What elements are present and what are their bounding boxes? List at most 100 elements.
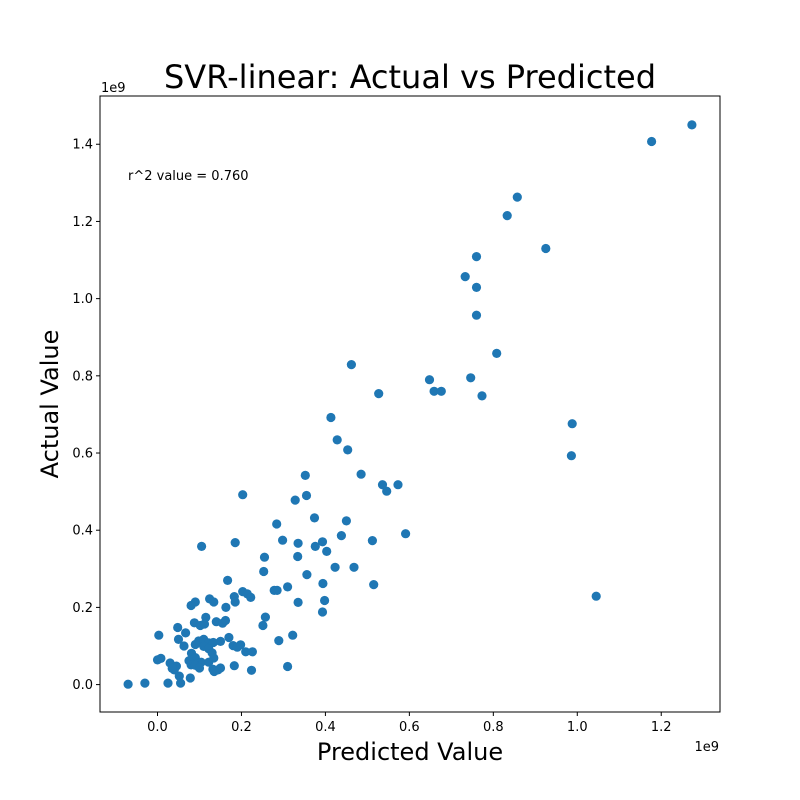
data-point-42 [293, 551, 303, 562]
data-point-29 [238, 490, 248, 500]
x-tick-label-4: 0.8 [483, 720, 504, 735]
y-tick-label-1: 0.2 [72, 601, 93, 616]
data-point-53 [223, 575, 233, 586]
x-tick-label-0: 0.0 [147, 720, 168, 735]
data-point-51 [369, 580, 379, 590]
y-axis-ticks: 0.0 0.2 0.4 0.6 0.8 1.0 1.2 1.4 [72, 138, 100, 693]
data-point-41 [322, 546, 332, 557]
y-tick-label-3: 0.6 [72, 447, 93, 462]
data-point-67 [221, 602, 231, 613]
data-point-7 [471, 282, 482, 292]
y-tick-label-6: 1.2 [72, 215, 93, 230]
data-point-46 [330, 562, 340, 572]
data-point-40 [317, 537, 328, 547]
data-point-13 [429, 386, 439, 396]
data-point-127 [140, 678, 150, 688]
data-point-5 [471, 252, 482, 262]
data-point-80 [181, 628, 191, 638]
data-point-34 [272, 519, 282, 529]
chart-title: SVR-linear: Actual vs Predicted [164, 58, 656, 96]
x-tick-label-1: 0.2 [231, 720, 252, 735]
data-point-32 [309, 513, 320, 523]
data-point-44 [197, 541, 207, 552]
data-point-126 [123, 679, 133, 689]
data-point-66 [186, 600, 196, 611]
x-offset-label: 1e9 [694, 740, 719, 755]
data-point-30 [290, 495, 300, 505]
data-point-26 [382, 486, 392, 496]
data-point-50 [318, 578, 328, 589]
x-axis-ticks: 0.0 0.2 0.4 0.6 0.8 1.0 1.2 [147, 712, 672, 735]
x-tick-label-2: 0.4 [315, 720, 336, 735]
data-point-123 [185, 673, 195, 683]
data-point-84 [173, 634, 184, 645]
data-point-112 [194, 663, 205, 673]
data-point-35 [336, 531, 346, 541]
data-point-33 [341, 516, 351, 526]
data-point-97 [241, 647, 251, 657]
data-point-17 [567, 419, 577, 429]
x-tick-label-3: 0.6 [399, 720, 420, 735]
data-point-39 [310, 541, 320, 552]
data-point-52 [283, 582, 293, 592]
data-point-79 [154, 630, 164, 640]
data-point-121 [209, 666, 219, 677]
data-point-1 [647, 136, 657, 147]
points-group [123, 120, 697, 689]
x-axis-label: Predicted Value [317, 738, 503, 766]
data-point-64 [293, 597, 303, 608]
data-point-12 [466, 373, 476, 383]
data-point-11 [424, 375, 435, 385]
data-point-60 [230, 597, 240, 607]
data-point-22 [343, 445, 353, 455]
x-tick-label-6: 1.2 [651, 720, 672, 735]
data-point-78 [173, 622, 183, 633]
data-point-37 [278, 535, 288, 545]
data-point-36 [367, 536, 377, 546]
data-point-125 [163, 678, 173, 688]
data-point-16 [374, 389, 384, 399]
data-point-63 [320, 595, 330, 606]
data-point-90 [190, 639, 200, 650]
data-point-83 [274, 636, 284, 646]
data-point-27 [393, 480, 403, 490]
y-tick-label-2: 0.4 [72, 524, 93, 539]
y-tick-label-0: 0.0 [72, 678, 93, 693]
data-point-43 [230, 538, 240, 548]
data-point-14 [436, 386, 446, 396]
data-point-113 [229, 661, 239, 671]
data-point-25 [377, 480, 388, 490]
data-point-45 [259, 552, 270, 562]
data-point-24 [300, 470, 310, 480]
data-point-120 [167, 663, 177, 674]
plot-frame [99, 95, 721, 713]
data-point-23 [356, 469, 366, 479]
data-point-6 [460, 272, 470, 282]
data-point-77 [199, 619, 210, 629]
data-point-55 [272, 585, 282, 596]
data-point-0 [687, 120, 697, 130]
data-point-95 [179, 641, 189, 651]
data-point-94 [236, 640, 246, 650]
data-point-19 [591, 591, 601, 601]
data-point-73 [220, 615, 231, 626]
data-point-47 [349, 562, 359, 572]
data-point-62 [209, 597, 219, 607]
data-point-98 [247, 647, 257, 657]
data-point-21 [332, 435, 342, 445]
data-point-10 [346, 360, 356, 370]
data-point-2 [512, 192, 522, 202]
data-point-31 [301, 490, 312, 501]
data-point-118 [246, 665, 257, 675]
data-point-108 [204, 657, 214, 667]
annotation-r2: r^2 value = 0.760 [128, 169, 249, 184]
data-point-20 [326, 412, 336, 423]
data-point-3 [502, 211, 512, 221]
data-point-89 [215, 636, 226, 647]
x-tick-label-5: 1.0 [567, 720, 588, 735]
data-point-15 [477, 391, 487, 401]
y-tick-label-7: 1.4 [72, 138, 93, 153]
data-point-81 [288, 630, 298, 640]
y-axis-label: Actual Value [36, 330, 64, 479]
